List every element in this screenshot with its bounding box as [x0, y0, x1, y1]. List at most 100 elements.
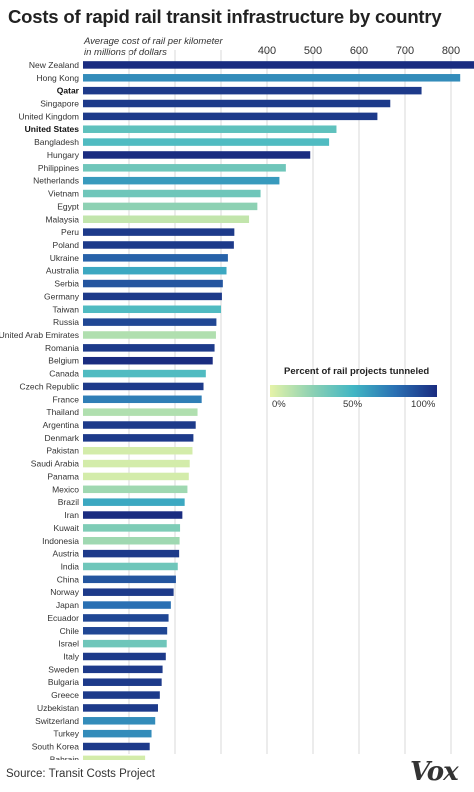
- bar-ukraine: [83, 254, 228, 262]
- country-label-japan: Japan: [56, 600, 79, 610]
- country-label-norway: Norway: [50, 587, 80, 597]
- country-label-malaysia: Malaysia: [45, 214, 79, 224]
- bar-chile: [83, 627, 168, 635]
- bar-south-korea: [83, 742, 150, 751]
- bar-taiwan: [83, 305, 221, 314]
- country-label-peru: Peru: [61, 227, 79, 237]
- bar-japan: [83, 601, 171, 609]
- country-label-france: France: [53, 394, 80, 404]
- country-label-egypt: Egypt: [57, 201, 79, 211]
- country-label-taiwan: Taiwan: [53, 304, 80, 314]
- country-label-australia: Australia: [46, 266, 79, 276]
- country-label-serbia: Serbia: [54, 279, 79, 289]
- country-label-hungary: Hungary: [47, 150, 80, 160]
- bar-new-zealand: [83, 61, 474, 69]
- legend-tick-100: 100%: [411, 399, 436, 410]
- country-label-vietnam: Vietnam: [48, 189, 79, 199]
- bar-egypt: [83, 202, 258, 211]
- x-tick-800: 800: [442, 45, 460, 57]
- bar-germany: [83, 292, 222, 301]
- bar-qatar: [83, 86, 422, 95]
- bar-australia: [83, 266, 227, 275]
- bar-bahrain: [83, 755, 146, 760]
- legend-title: Percent of rail projects tunneled: [284, 366, 430, 377]
- country-labels: New Zealand Hong Kong Qatar Singapore United…: [0, 60, 80, 760]
- country-label-austria: Austria: [53, 549, 80, 559]
- bar-vietnam: [83, 189, 261, 198]
- bar-kuwait: [83, 524, 181, 532]
- bar-austria: [83, 549, 180, 558]
- bar-bangladesh: [83, 138, 330, 146]
- legend-ticks: 0% 50% 100%: [270, 397, 440, 411]
- bar-czech-republic: [83, 382, 204, 391]
- country-label-denmark: Denmark: [45, 433, 80, 443]
- country-label-kuwait: Kuwait: [53, 523, 79, 533]
- axis-subtitle: Average cost of rail per kilometer in mi…: [84, 36, 274, 58]
- bar-russia: [83, 318, 217, 326]
- country-label-czech-republic: Czech Republic: [19, 381, 79, 391]
- bar-philippines: [83, 164, 286, 172]
- bar-malaysia: [83, 215, 250, 223]
- bar-thailand: [83, 408, 198, 416]
- bar-peru: [83, 228, 235, 236]
- bar-brazil: [83, 498, 185, 506]
- country-label-bahrain: Bahrain: [50, 754, 80, 760]
- country-label-greece: Greece: [51, 690, 79, 700]
- country-label-qatar: Qatar: [57, 86, 80, 96]
- country-label-south-korea: South Korea: [32, 742, 80, 752]
- bar-argentina: [83, 421, 196, 429]
- country-label-brazil: Brazil: [58, 497, 79, 507]
- country-label-italy: Italy: [63, 651, 79, 661]
- country-label-turkey: Turkey: [53, 729, 79, 739]
- bar-hungary: [83, 151, 311, 159]
- bar-romania: [83, 344, 215, 352]
- bar-united-kingdom: [83, 112, 378, 121]
- country-label-netherlands: Netherlands: [33, 176, 79, 186]
- x-tick-700: 700: [396, 45, 414, 57]
- source-note: Source: Transit Costs Project: [6, 768, 155, 780]
- country-label-united-kingdom: United Kingdom: [19, 111, 79, 121]
- country-label-china: China: [57, 574, 79, 584]
- legend-gradient: [270, 385, 437, 397]
- vox-logo: Vox: [410, 757, 459, 787]
- bar-panama: [83, 472, 189, 481]
- country-label-thailand: Thailand: [46, 407, 79, 417]
- country-label-israel: Israel: [58, 639, 79, 649]
- country-label-united-states: United States: [25, 124, 80, 134]
- country-label-uzbekistan: Uzbekistan: [37, 703, 79, 713]
- axis-subtitle-line1: Average cost of rail per kilometer: [84, 36, 223, 47]
- legend-tick-0: 0%: [272, 399, 286, 410]
- bar-denmark: [83, 434, 194, 442]
- country-label-united-arab-emirates: United Arab Emirates: [0, 330, 79, 340]
- country-label-saudi-arabia: Saudi Arabia: [31, 459, 79, 469]
- country-label-panama: Panama: [47, 471, 79, 481]
- country-label-bangladesh: Bangladesh: [34, 137, 79, 147]
- bar-canada: [83, 369, 206, 378]
- bar-chart: 400 500 600 700 800 New Zealand Hong Kong Qata…: [0, 45, 474, 760]
- axis-subtitle-line2: in millions of dollars: [84, 47, 167, 58]
- bar-sweden: [83, 665, 163, 674]
- x-tick-labels: 400 500 600 700 800: [258, 45, 460, 57]
- bar-china: [83, 575, 176, 584]
- country-label-sweden: Sweden: [48, 664, 79, 674]
- country-label-romania: Romania: [45, 343, 79, 353]
- bars: [83, 61, 474, 760]
- country-label-belgium: Belgium: [48, 356, 79, 366]
- country-label-canada: Canada: [49, 369, 79, 379]
- x-tick-500: 500: [304, 45, 322, 57]
- bar-switzerland: [83, 717, 156, 725]
- country-label-singapore: Singapore: [40, 99, 79, 109]
- bar-greece: [83, 691, 160, 699]
- country-label-iran: Iran: [64, 510, 79, 520]
- country-label-mexico: Mexico: [52, 484, 79, 494]
- bar-turkey: [83, 729, 152, 738]
- bar-belgium: [83, 356, 213, 365]
- bar-israel: [83, 639, 167, 648]
- bar-bulgaria: [83, 678, 162, 686]
- country-label-new-zealand: New Zealand: [29, 60, 79, 70]
- country-label-ecuador: Ecuador: [47, 613, 79, 623]
- bar-poland: [83, 241, 234, 249]
- country-label-india: India: [61, 561, 80, 571]
- x-tick-600: 600: [350, 45, 368, 57]
- bar-iran: [83, 511, 183, 519]
